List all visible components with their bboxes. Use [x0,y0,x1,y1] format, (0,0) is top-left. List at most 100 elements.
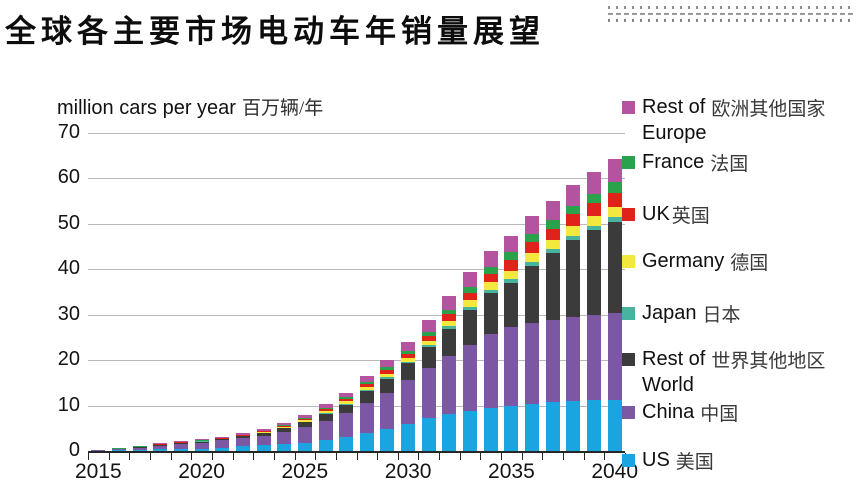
bar-segment-rest-of-world [483,293,498,334]
bar-segment-japan [401,362,416,363]
y-axis-unit-zh: 百万辆/年 [241,98,324,119]
bar-segment-france [421,332,436,336]
bar-segment-uk [504,260,519,271]
bar-segment-us [442,414,457,451]
legend-label-zh: 德国 [730,253,769,274]
bar-segment-germany [442,321,457,326]
legend-item-china: China 中国 [622,399,738,426]
bar-segment-rest-of-world [277,428,292,432]
bar-segment-germany [380,374,395,377]
bar-segment-china [91,450,106,451]
bar-segment-germany [359,387,374,390]
bar-segment-us [297,443,312,451]
legend-label-zh: 英国 [671,206,710,227]
bar-segment-uk [607,193,622,207]
bar-segment-china [401,380,416,424]
x-tick [522,453,523,460]
bar-segment-us [504,406,519,451]
bar-segment-china [483,334,498,408]
bar-segment-china [277,432,292,444]
dots-decoration [608,6,856,22]
bar-segment-uk [483,274,498,282]
bar-2026 [318,133,333,451]
bar-segment-us [173,449,188,451]
bar-segment-us [215,448,230,451]
uk-swatch [622,208,635,221]
bar-segment-france [277,425,292,426]
bar-segment-uk [545,229,560,240]
bar-segment-us [380,429,395,451]
bar-segment-rest-of-world [463,310,478,345]
legend-label-zh: 美国 [675,452,714,473]
legend-label-en: France [642,151,705,173]
bar-2029 [380,133,395,451]
x-tick [418,453,419,460]
bar-segment-japan [607,217,622,222]
x-tick [542,453,543,460]
x-tick [398,453,399,460]
bar-2028 [359,133,374,451]
bar-2018 [153,133,168,451]
bar-segment-rest-of-europe [401,342,416,351]
legend-label-en-line2: World [642,374,694,396]
bar-2015 [91,133,106,451]
bar-segment-us [607,400,622,451]
bar-segment-us [483,408,498,451]
gridline [88,223,625,225]
bar-segment-germany [566,226,581,236]
bar-segment-us [318,440,333,451]
bar-segment-japan [545,249,560,253]
bar-segment-uk [277,426,292,427]
bar-segment-japan [587,226,602,230]
bar-segment-us [132,450,147,451]
bar-2038 [566,133,581,451]
x-tick-label: 2020 [178,460,225,483]
us-swatch [622,454,635,467]
bar-segment-china [153,446,168,449]
bar-segment-rest-of-europe [256,429,271,431]
bar-2017 [132,133,147,451]
bar-segment-china [525,323,540,404]
x-tick-label: 2035 [488,460,535,483]
bar-segment-france [318,408,333,409]
bar-segment-rest-of-europe [421,320,436,332]
bar-segment-germany [607,207,622,217]
bar-segment-germany [525,253,540,262]
bar-segment-germany [277,427,292,428]
gridline [88,269,625,271]
bar-segment-germany [587,216,602,226]
bar-segment-rest-of-world [215,439,230,440]
x-tick [109,453,110,460]
bar-segment-us [545,402,560,451]
bar-segment-rest-of-europe [194,439,209,440]
bar-segment-uk [442,314,457,321]
bar-segment-uk [566,214,581,226]
x-tick [563,453,564,460]
bar-segment-rest-of-europe [483,251,498,267]
bar-segment-germany [545,240,560,249]
bar-segment-france [339,397,354,399]
x-tick [253,453,254,460]
legend-label-en: Japan [642,302,697,324]
bar-segment-china [587,315,602,400]
bar-segment-china [215,440,230,448]
bar-segment-rest-of-europe [607,159,622,182]
bar-segment-rest-of-europe [153,443,168,444]
legend-label-en-line2: Europe [642,122,707,144]
bar-segment-uk [421,336,436,341]
bar-segment-rest-of-world [235,436,250,438]
bar-segment-japan [194,441,209,442]
bar-segment-china [235,438,250,446]
bar-segment-rest-of-world [607,222,622,313]
x-tick [171,453,172,460]
bar-segment-rest-of-world [545,253,560,320]
x-tick [274,453,275,460]
bar-segment-rest-of-europe [463,272,478,287]
y-axis-unit-label: million cars per year 百万辆/年 [57,93,323,120]
legend-label-zh: 世界其他地区 [711,351,826,372]
bar-segment-france [132,446,147,447]
bar-segment-china [380,393,395,429]
bar-2032 [442,133,457,451]
x-tick [377,453,378,460]
